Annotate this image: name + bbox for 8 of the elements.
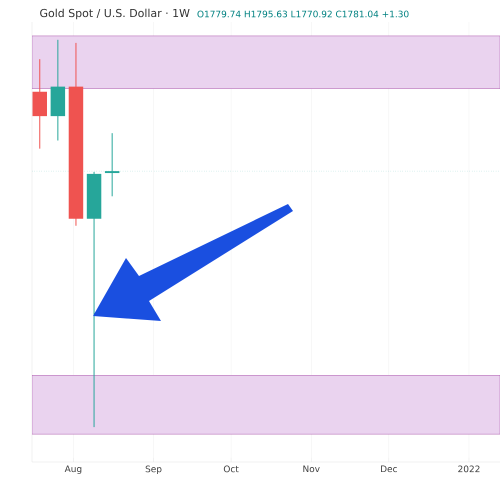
x-tick-label: Aug xyxy=(64,466,82,474)
x-tick-label: Sep xyxy=(146,466,162,474)
chart-title: Gold Spot / U.S. Dollar · 1W xyxy=(40,8,190,20)
x-tick-label: Nov xyxy=(303,466,320,472)
x-tick-label: Dec xyxy=(381,466,397,472)
x-tick-label: Oct xyxy=(224,466,239,472)
x-tick-label: 2022 xyxy=(458,466,480,472)
text: O1779.74 H1795.63 L1770.92 C1781.04 +1.30 xyxy=(197,10,409,18)
